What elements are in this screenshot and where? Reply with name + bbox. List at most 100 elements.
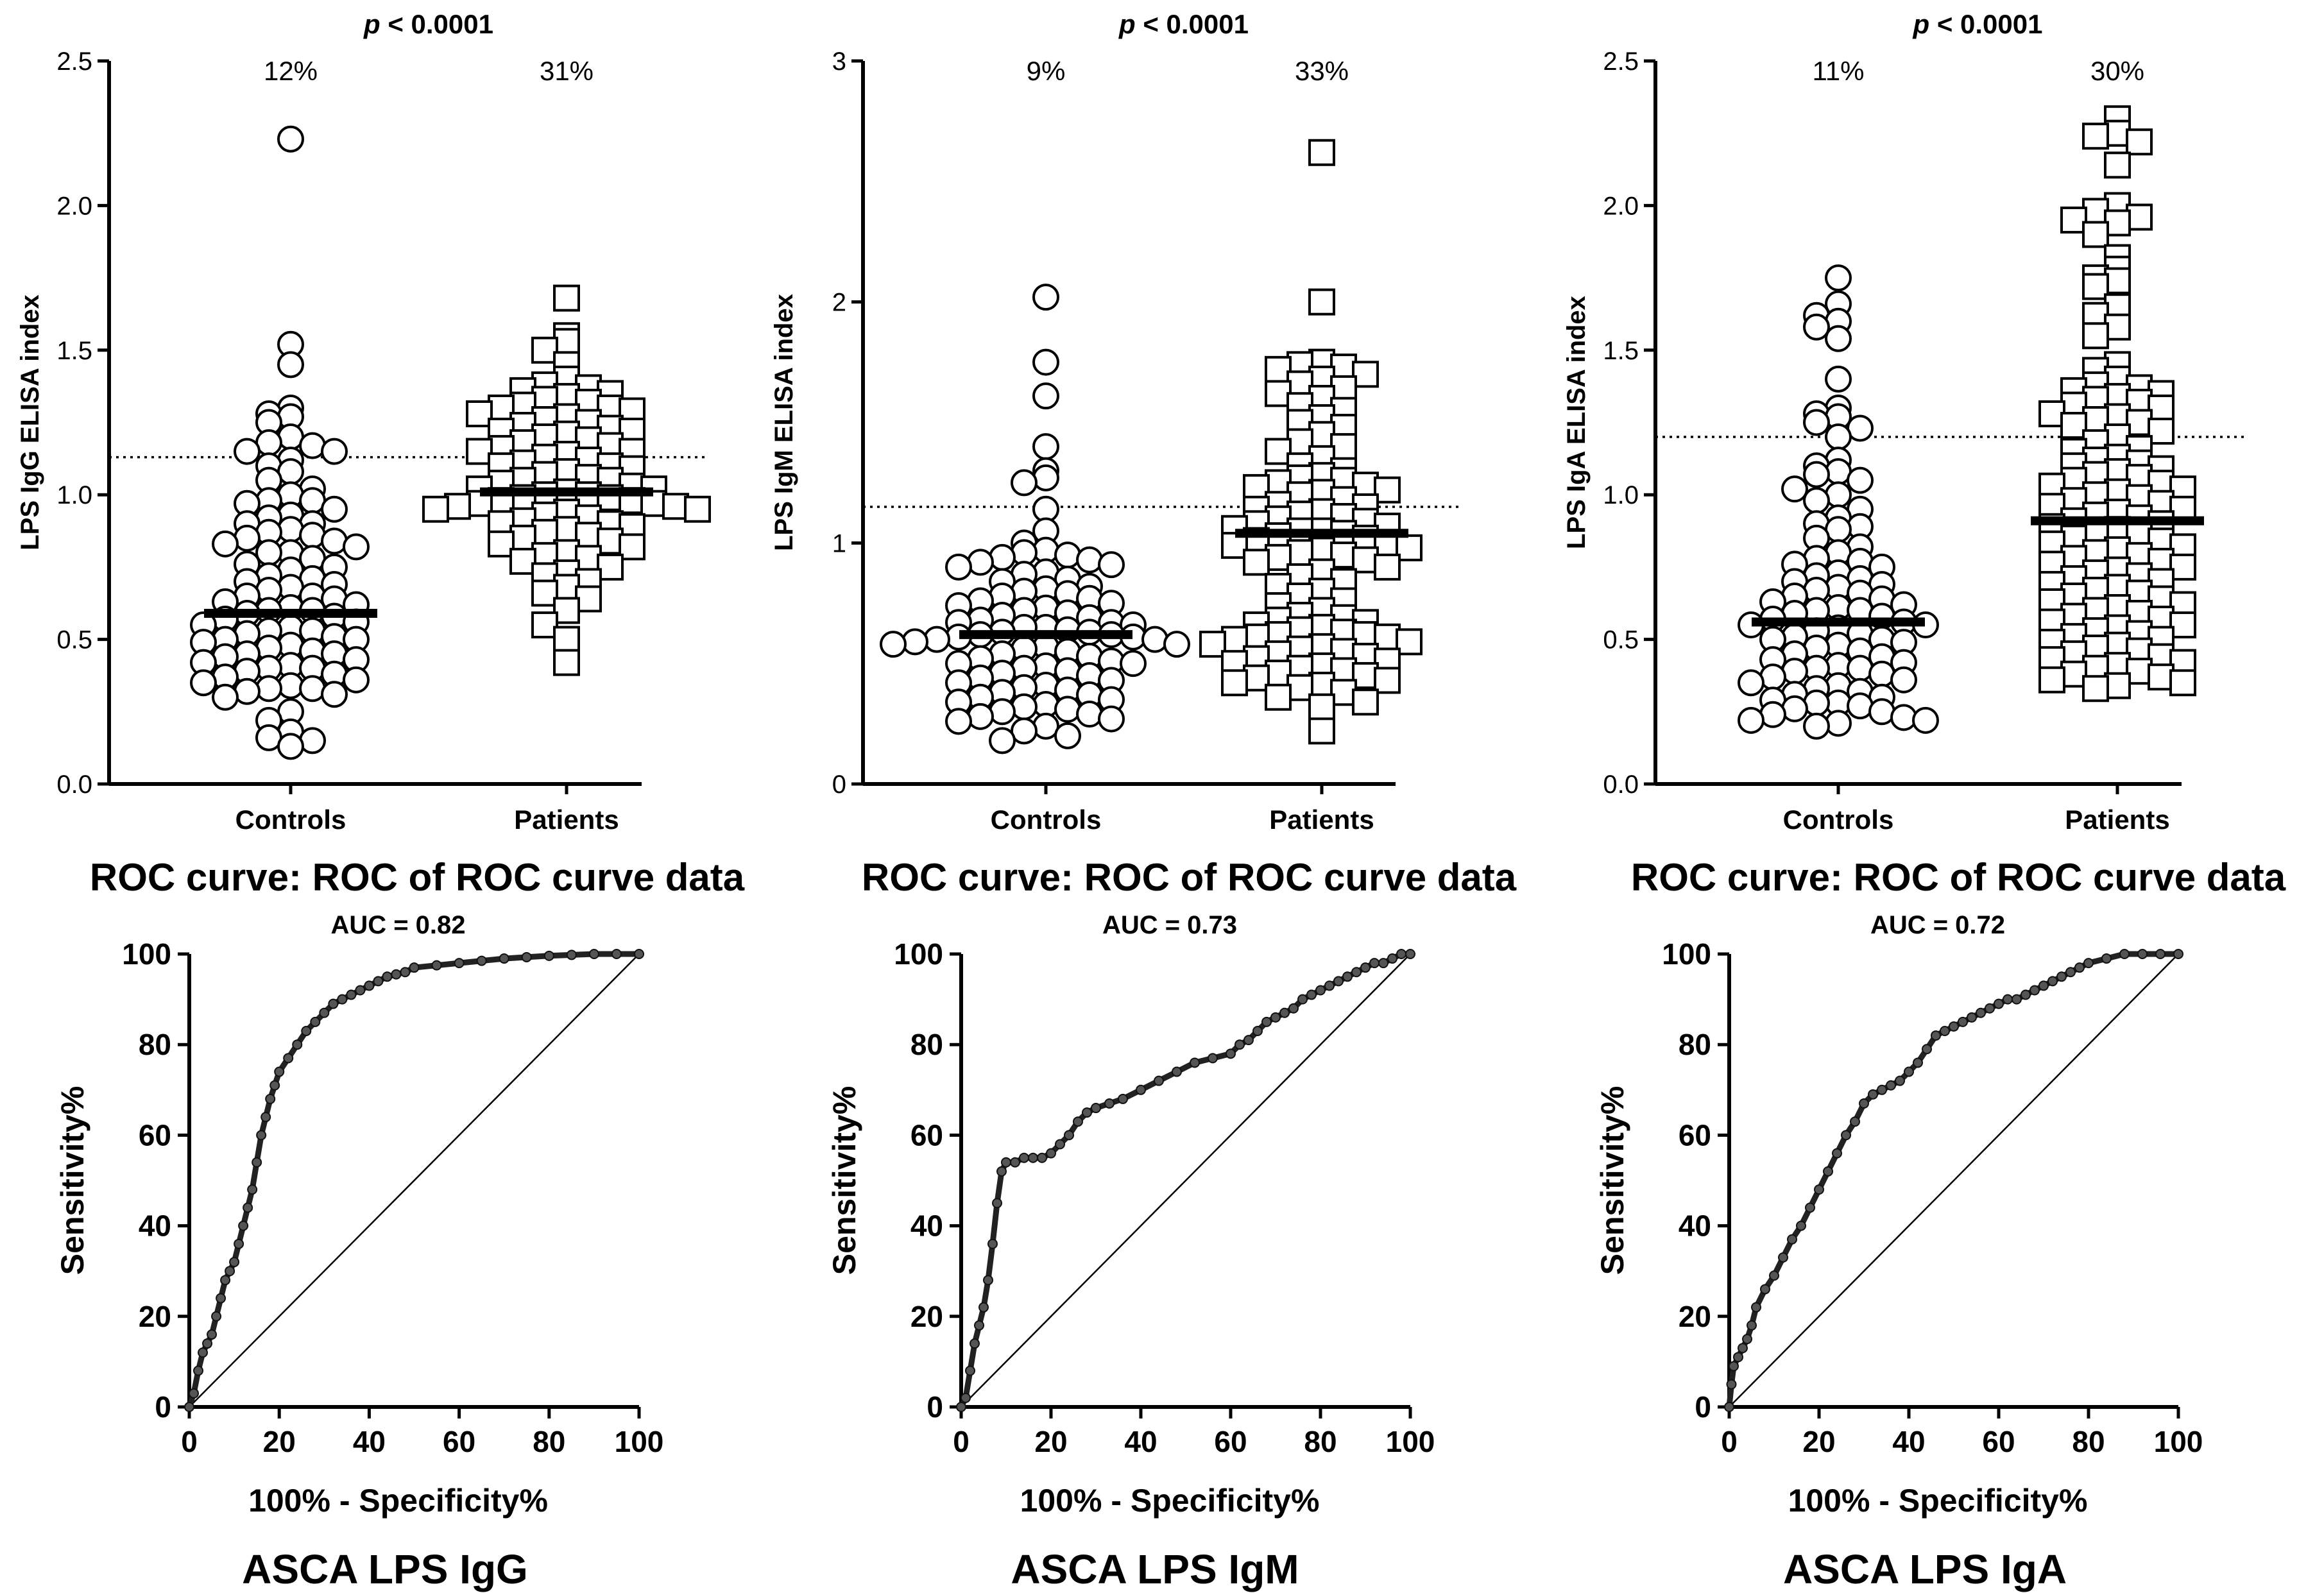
control-point <box>1803 689 1830 717</box>
x-tick-label: 60 <box>1214 1425 1247 1458</box>
igm-dot: p < 0.0001 0 1 2 3 LPS IgM ELISA index Control… <box>770 9 1460 835</box>
roc-point <box>978 1302 989 1313</box>
roc-point <box>970 1338 980 1349</box>
roc-point <box>2021 989 2031 1000</box>
patient-point <box>553 649 580 676</box>
y-tick-label: 1.5 <box>1603 337 1639 365</box>
patient-point <box>2104 209 2131 237</box>
patient-point <box>553 574 580 601</box>
patient-point <box>1308 717 1335 745</box>
reference-diagonal <box>189 953 640 1408</box>
roc-point <box>634 949 644 959</box>
patient-point <box>2104 151 2131 179</box>
control-point <box>1825 264 1852 292</box>
control-point <box>1803 409 1830 436</box>
roc-point <box>1733 1352 1743 1363</box>
control-point <box>1054 695 1081 723</box>
roc-point <box>355 985 366 996</box>
control-point <box>1825 365 1852 393</box>
control-point <box>1868 660 1895 688</box>
roc-point <box>337 994 348 1005</box>
x-tick-label: Controls <box>1783 805 1894 835</box>
roc-point <box>2173 949 2183 959</box>
control-point <box>1890 704 1917 731</box>
percent-label: 31% <box>540 56 594 86</box>
roc-point <box>1226 1048 1236 1059</box>
roc-point <box>987 1238 998 1249</box>
control-point <box>234 677 261 705</box>
y-tick-label: 0.0 <box>1603 771 1639 799</box>
roc-point <box>400 967 411 978</box>
pvalue-text: < 0.0001 <box>1136 9 1249 39</box>
roc-point <box>269 1080 280 1091</box>
patient-point <box>597 553 624 581</box>
y-axis-label: Sensitivity% <box>55 1086 90 1275</box>
roc-point <box>476 955 487 966</box>
roc-point <box>965 1365 975 1376</box>
roc-point <box>1046 1148 1056 1159</box>
roc-point <box>974 1320 984 1331</box>
pvalue-text: < 0.0001 <box>380 9 493 39</box>
roc-point <box>243 1202 253 1213</box>
control-point <box>255 539 282 566</box>
roc-point <box>1235 1039 1245 1050</box>
roc-point <box>1796 1220 1806 1231</box>
roc-point <box>1904 1066 1914 1077</box>
percent-label: 30% <box>2090 56 2144 86</box>
control-point <box>1803 313 1830 341</box>
roc-point <box>1742 1334 1752 1345</box>
patient-point <box>2126 128 2153 156</box>
roc-point <box>1064 1130 1074 1141</box>
control-point <box>1825 481 1852 509</box>
roc-point <box>1886 1080 1896 1091</box>
control-point <box>321 495 348 523</box>
roc-point <box>1949 1021 1959 1032</box>
y-tick-label: 20 <box>139 1300 171 1333</box>
patient-point <box>1221 669 1248 697</box>
patient-point <box>553 284 580 312</box>
roc-point <box>1976 1007 1986 1018</box>
control-point <box>299 522 326 549</box>
roc-title: ROC curve: ROC of ROC curve data <box>862 856 1517 899</box>
roc-point <box>247 1184 258 1195</box>
panel-caption: ASCA LPS IgM <box>1011 1546 1299 1592</box>
roc-point <box>1994 998 2004 1009</box>
y-tick-label: 100 <box>1662 937 1711 971</box>
roc-point <box>1055 1139 1065 1150</box>
patient-point <box>466 400 493 427</box>
control-point <box>277 516 304 543</box>
y-axis-label: Sensitivity% <box>826 1086 862 1275</box>
panel-caption: ASCA LPS IgA <box>1783 1546 2067 1592</box>
control-point <box>1847 654 1874 682</box>
patient-point <box>2169 553 2196 581</box>
patient-point <box>1308 139 1335 166</box>
pvalue-label: p < 0.0001 <box>1118 9 1249 39</box>
percent-label: 11% <box>1813 56 1865 86</box>
control-point <box>1868 698 1895 726</box>
roc-point <box>1823 1166 1833 1177</box>
y-tick-label: 40 <box>1679 1209 1711 1243</box>
iga-roc: ROC curve: ROC of ROC curve data AUC = 0.… <box>1594 856 2286 1592</box>
patient-point <box>531 611 558 639</box>
x-tick-label: 40 <box>1892 1425 1925 1458</box>
roc-point <box>225 1266 235 1277</box>
percent-label: 9% <box>1027 56 1066 86</box>
patient-point <box>1308 288 1335 316</box>
control-point <box>1163 631 1190 658</box>
control-point <box>1825 325 1852 352</box>
roc-point <box>1922 1044 1932 1055</box>
y-tick-label: 80 <box>1679 1028 1711 1061</box>
control-point <box>1032 433 1059 461</box>
roc-point <box>1726 1379 1737 1390</box>
patient-point <box>2060 412 2087 439</box>
reference-diagonal <box>1729 953 2179 1408</box>
control-point <box>1825 710 1852 737</box>
control-point <box>989 727 1016 754</box>
patient-point <box>2060 206 2087 234</box>
roc-point <box>229 1257 240 1268</box>
roc-point <box>1154 1075 1164 1086</box>
patient-point <box>531 579 558 607</box>
x-tick-label: 20 <box>263 1425 296 1458</box>
patient-point <box>684 495 711 523</box>
x-tick-label: Patients <box>2065 805 2169 835</box>
